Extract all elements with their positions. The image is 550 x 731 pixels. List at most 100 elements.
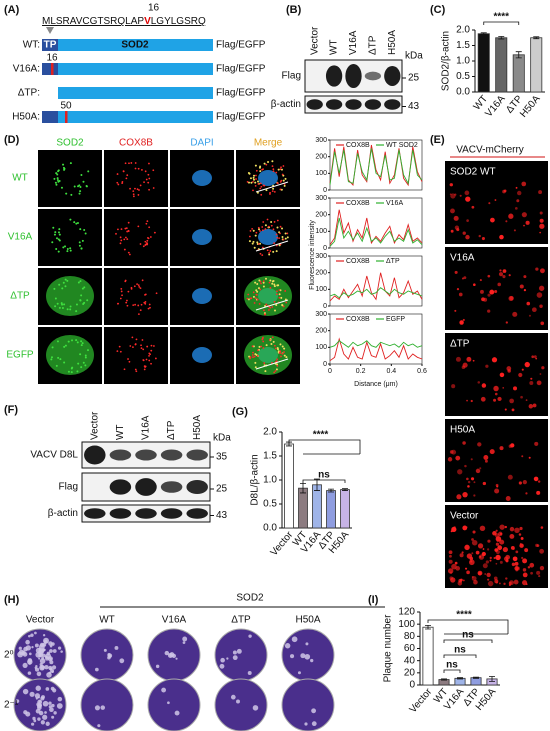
image-label: H50A [450,425,475,436]
dilution-label: 2⁰ [4,650,14,661]
micrograph [104,209,168,266]
puncta [120,228,123,231]
puncta [154,357,157,360]
lane-label: V16A [348,30,359,55]
channel-label: SOD2 [56,138,84,149]
infection-focus [532,403,537,408]
column-label: V16A [162,615,187,626]
plaque [37,703,42,709]
band [135,508,157,519]
infection-focus [493,556,496,560]
legend-label: COX8B [346,200,370,207]
puncta [247,293,250,296]
puncta [256,241,259,244]
puncta [123,368,126,371]
puncta [65,192,68,195]
plaque [29,691,35,697]
y-tick-label: 40 [404,655,416,666]
puncta [136,283,138,286]
puncta [276,363,279,366]
infection-focus [477,442,482,447]
puncta [56,173,59,176]
plaque [114,646,119,650]
band [135,449,157,461]
puncta [57,238,60,241]
puncta [61,303,64,306]
plaque [43,639,48,644]
puncta [63,361,66,364]
puncta [279,343,282,346]
plaque [219,663,225,669]
puncta [257,243,260,245]
puncta [269,306,272,309]
infection-focus [486,548,490,551]
puncta [265,303,268,306]
infection-focus [450,193,456,199]
infection-focus [475,550,480,555]
infection-focus [471,539,478,546]
plaque [36,671,42,677]
puncta [254,164,257,167]
infection-focus [508,213,514,219]
plaque [48,705,52,709]
construct-tag: Flag/EGFP [216,64,266,75]
infection-focus [483,455,489,460]
lane-label: Vector [89,411,100,440]
bar [340,489,350,529]
infection-focus [526,301,531,306]
puncta [79,228,82,231]
puncta [257,349,259,352]
puncta [265,344,268,347]
y-tick-label: 120 [398,607,415,618]
puncta [274,347,277,350]
infection-focus [503,556,509,561]
puncta [256,290,259,293]
puncta [277,168,280,171]
profile-line [329,340,423,348]
bar [326,490,336,529]
infection-focus [477,381,481,384]
puncta [66,250,69,253]
puncta [64,285,67,288]
puncta [281,236,284,239]
panel-label: (I) [368,594,379,606]
unit-label: kDa [405,51,423,62]
puncta [272,228,275,231]
puncta [81,342,84,345]
infection-focus [494,289,498,294]
puncta [80,344,83,347]
infection-focus [513,229,516,232]
puncta [271,160,274,163]
puncta [64,278,67,281]
construct-bar [58,87,213,99]
diffuse-signal [244,276,292,316]
infection-focus [493,576,498,581]
puncta [252,295,255,298]
plot-frame [329,197,423,249]
infection-focus [522,572,528,578]
infection-focus [540,321,545,326]
y-tick-label: 100 [315,228,327,235]
puncta [252,351,254,354]
puncta [148,354,150,357]
puncta [116,350,119,352]
infection-focus [498,272,504,277]
puncta [77,185,80,188]
infection-focus [463,276,467,280]
puncta [276,358,279,361]
infection-focus [539,304,543,309]
infection-focus [456,494,462,500]
puncta [127,251,130,254]
infection-focus [462,492,468,498]
plaque [32,716,36,721]
band [160,481,183,493]
infection-focus [514,561,519,566]
puncta [144,293,147,296]
puncta [57,250,60,253]
plaque [39,658,46,664]
infection-focus [525,492,528,495]
puncta [63,345,66,348]
puncta [58,228,61,231]
infection-focus [493,385,499,392]
puncta [252,180,254,183]
